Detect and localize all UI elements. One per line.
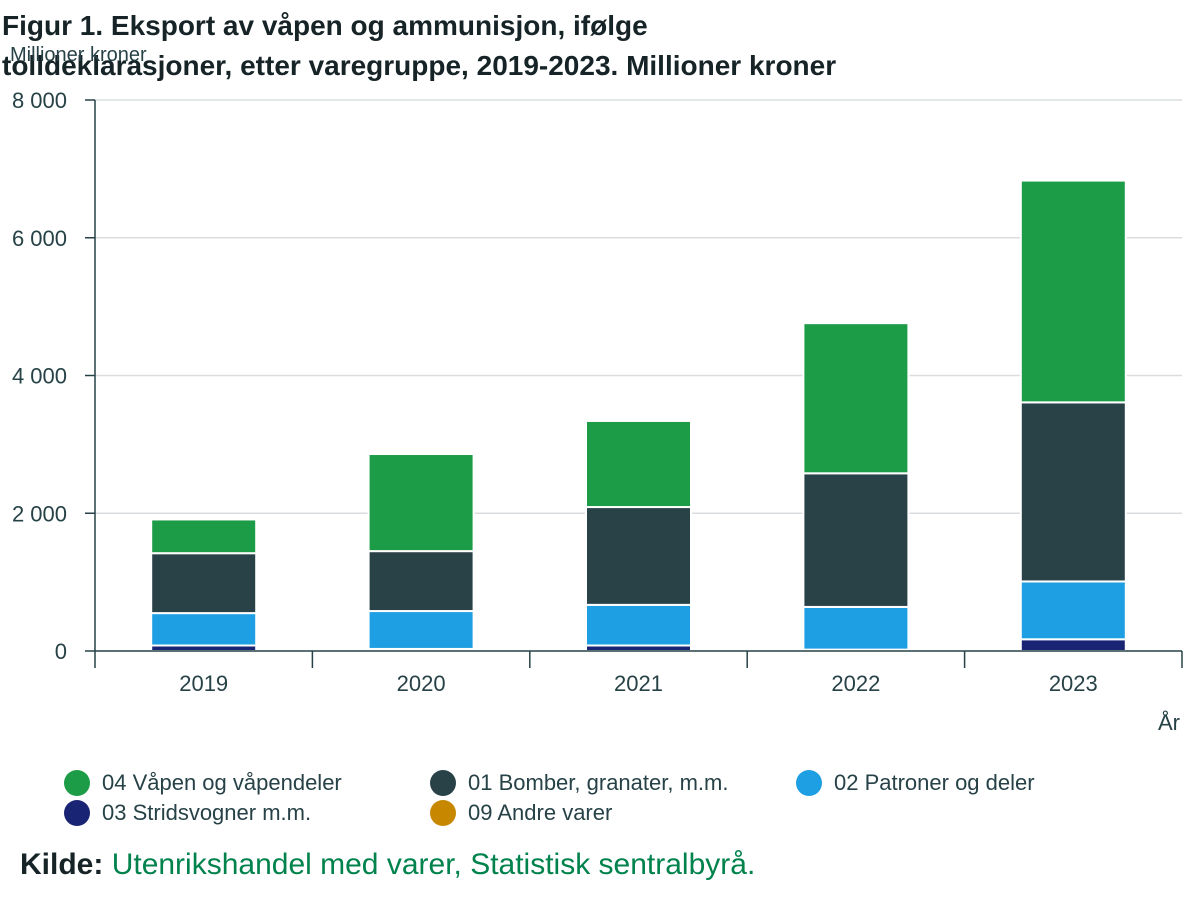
stacked-bar-chart: 0 2 000 4 000 6 000 8 000 2019 2020 2021 2022 202… [12, 88, 1183, 735]
bar-2023-series-1 [1019, 580, 1127, 641]
legend-item[interactable]: 02 Patroner og deler [796, 770, 1035, 796]
y-tick-label-2000: 2 000 [12, 501, 67, 526]
legend-label: 03 Stridsvogner m.m. [102, 800, 312, 825]
legend-label: 04 Våpen og våpendeler [102, 770, 342, 795]
x-tick-label-2023: 2023 [1049, 671, 1098, 696]
legend-swatch [430, 770, 456, 796]
y-tick-label-6000: 6 000 [12, 226, 67, 251]
bar-2020-series-1 [367, 610, 475, 650]
bar-2023-series-2 [1019, 401, 1127, 583]
bar-2023-series-0 [1019, 638, 1127, 653]
bar-2020-series-3 [367, 453, 475, 553]
x-axis-label: År [1158, 710, 1180, 735]
legend-swatch [430, 800, 456, 826]
y-tick-label-8000: 8 000 [12, 88, 67, 113]
bar-2022-series-3 [802, 322, 910, 475]
y-tick-label-0: 0 [55, 639, 67, 664]
legend-item[interactable]: 04 Våpen og våpendeler [64, 770, 342, 796]
bar-2022-series-1 [802, 605, 910, 651]
source-note: Kilde: Utenrikshandel med varer, Statist… [20, 848, 755, 882]
x-tick-label-2019: 2019 [179, 671, 228, 696]
legend-item[interactable]: 01 Bomber, granater, m.m. [430, 770, 728, 796]
legend-item[interactable]: 03 Stridsvogner m.m. [64, 800, 311, 826]
legend-label: 02 Patroner og deler [834, 770, 1035, 795]
bar-2022-series-2 [802, 472, 910, 608]
chart-title: Figur 1. Eksport av våpen og ammunisjon,… [2, 10, 837, 81]
x-tick-label-2022: 2022 [831, 671, 880, 696]
legend-swatch [796, 770, 822, 796]
bar-2023-series-3 [1019, 179, 1127, 404]
y-tick-label-4000: 4 000 [12, 364, 67, 389]
bar-2021-series-2 [585, 506, 692, 606]
bar-2019-series-2 [150, 552, 258, 615]
bar-2019-series-3 [150, 518, 258, 555]
bar-2021-series-1 [585, 603, 692, 647]
x-tick-label-2021: 2021 [614, 671, 663, 696]
legend-item[interactable]: 09 Andre varer [430, 800, 612, 826]
bar-2021-series-3 [585, 419, 692, 509]
source-link[interactable]: Utenrikshandel med varer, Statistisk sen… [111, 848, 756, 881]
source-label: Kilde: [20, 848, 104, 881]
legend-swatch [64, 770, 90, 796]
x-tick-label-2020: 2020 [397, 671, 446, 696]
bar-2020-series-2 [367, 550, 475, 613]
bar-2019-series-1 [150, 612, 258, 647]
legend-swatch [64, 800, 90, 826]
legend-label: 09 Andre varer [468, 800, 613, 825]
y-axis-label: Millioner kroner [10, 44, 147, 66]
legend-label: 01 Bomber, granater, m.m. [468, 770, 729, 795]
